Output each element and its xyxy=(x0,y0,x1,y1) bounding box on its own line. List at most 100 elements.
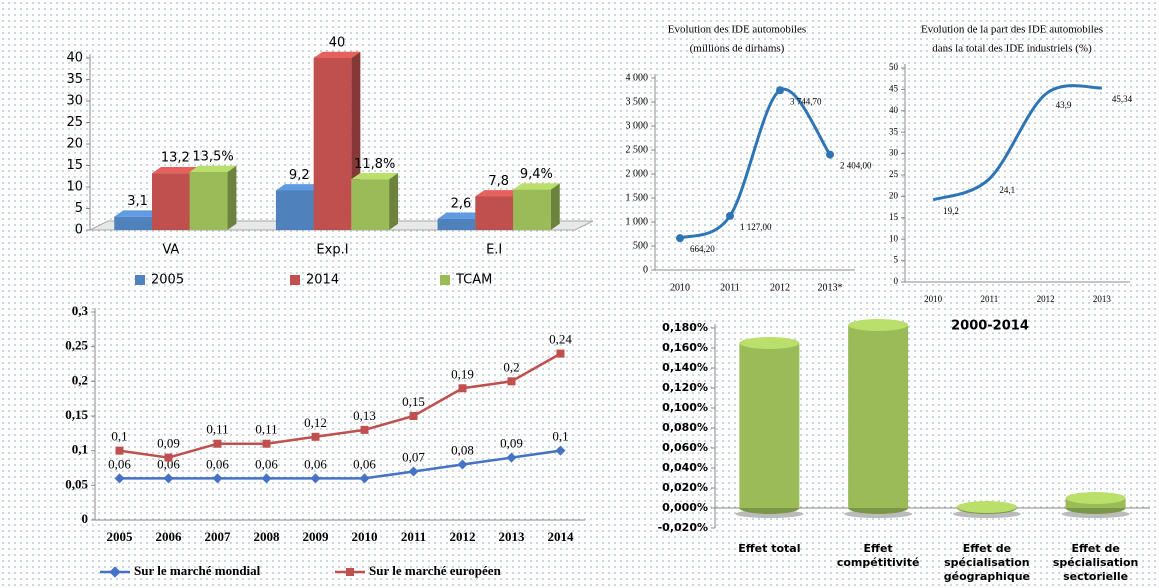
bar-top xyxy=(956,501,1017,513)
y-tick-label: 2 500 xyxy=(626,144,649,155)
chart-subtitle: (millions de dirhams) xyxy=(690,43,785,55)
legend-label: TCAM xyxy=(455,273,492,288)
bar-side xyxy=(389,172,399,230)
x-tick-label: 2011 xyxy=(981,294,999,304)
bar-top xyxy=(189,165,237,172)
bar-top xyxy=(275,184,323,191)
x-tick-label: 2008 xyxy=(254,529,281,544)
legend-marker xyxy=(109,566,121,578)
data-label: 45,34 xyxy=(1112,94,1133,104)
data-label: 19,2 xyxy=(943,206,959,216)
y-tick-label: 0 xyxy=(75,223,83,238)
bar xyxy=(475,196,514,230)
y-tick-label: 0,15 xyxy=(65,407,88,422)
x-tick-label: 2012 xyxy=(1037,294,1055,304)
x-tick-label: 2012 xyxy=(450,529,476,544)
y-tick-label: 5 xyxy=(894,255,899,265)
bar xyxy=(275,190,314,230)
data-label: 0,12 xyxy=(304,415,327,430)
y-tick-label: 15 xyxy=(66,158,83,173)
x-tick-label: Effet compétitivité xyxy=(836,542,920,569)
y-tick-label: 1 500 xyxy=(626,192,649,203)
data-label: 0,06 xyxy=(255,456,278,471)
data-label: 0,07 xyxy=(402,449,425,464)
y-tick-label: -0,020% xyxy=(658,521,708,534)
data-label: 1 127,00 xyxy=(740,222,772,232)
bar xyxy=(437,218,476,230)
bar xyxy=(189,171,228,230)
data-label: 0,06 xyxy=(157,456,180,471)
y-tick-label: 35 xyxy=(889,126,899,136)
data-label: 3,1 xyxy=(127,194,148,209)
bar xyxy=(114,216,152,230)
bar-side xyxy=(227,165,237,230)
marker xyxy=(311,432,320,441)
marker xyxy=(164,453,173,462)
line xyxy=(119,449,561,480)
y-tick-label: 4 000 xyxy=(626,72,649,83)
bar xyxy=(513,189,551,230)
y-tick-label: 0,040% xyxy=(662,461,708,474)
y-tick-label: 3 000 xyxy=(626,120,649,131)
x-tick-label: 2005 xyxy=(107,529,134,544)
marker xyxy=(213,439,222,448)
data-label: 9,4% xyxy=(520,167,553,182)
legend-swatch xyxy=(135,275,145,285)
legend-swatch xyxy=(290,275,300,285)
marker xyxy=(457,459,468,470)
marker xyxy=(507,377,516,386)
chart-title: Evolution de la part des IDE automobiles xyxy=(921,24,1103,36)
bar xyxy=(848,325,909,508)
bar-top xyxy=(351,172,399,180)
y-tick-label: 0 xyxy=(894,276,899,286)
bar-top xyxy=(114,210,161,217)
data-label: 0,09 xyxy=(500,436,523,451)
y-tick-label: 20 xyxy=(66,137,83,152)
marker xyxy=(212,473,223,484)
line xyxy=(679,87,832,240)
y-tick-label: 0,080% xyxy=(662,421,708,434)
y-tick-label: 10 xyxy=(889,233,899,243)
bar-top xyxy=(1065,492,1126,504)
y-tick-label: 45 xyxy=(889,83,899,93)
y-tick-label: 20 xyxy=(889,190,899,200)
data-label: 0,09 xyxy=(157,436,180,451)
data-label: 24,1 xyxy=(999,185,1015,195)
x-tick-label: Exp.I xyxy=(316,243,348,258)
y-tick-label: 50 xyxy=(889,62,899,72)
data-label: 2,6 xyxy=(451,196,472,211)
y-tick-label: 0,160% xyxy=(662,341,708,354)
marker xyxy=(408,466,419,477)
legend-label: Sur le marché mondial xyxy=(134,563,261,578)
y-tick-label: 40 xyxy=(66,51,83,66)
bar-top xyxy=(437,212,485,219)
data-label: 664,20 xyxy=(690,244,715,254)
data-label: 13,2 xyxy=(161,151,190,166)
marker xyxy=(409,412,418,420)
bar-top xyxy=(313,51,361,58)
x-tick-label: 2010 xyxy=(924,294,943,304)
x-tick-label: 2007 xyxy=(205,529,232,544)
y-tick-label: 40 xyxy=(889,105,899,115)
marker xyxy=(310,473,321,484)
marker xyxy=(114,473,125,484)
marker xyxy=(261,473,272,484)
x-tick-label: VA xyxy=(162,243,179,258)
x-tick-label: 2012 xyxy=(770,282,790,293)
y-tick-label: 0,100% xyxy=(662,401,708,414)
y-tick-label: 500 xyxy=(633,240,648,251)
data-label: 0,06 xyxy=(353,456,376,471)
x-tick-label: 2013 xyxy=(1093,294,1112,304)
data-label: 13,5% xyxy=(192,149,233,164)
data-label: 0,08 xyxy=(451,443,474,458)
data-label: 0,06 xyxy=(108,456,131,471)
bar xyxy=(351,179,390,230)
y-tick-label: 0,05 xyxy=(65,476,88,491)
data-label: 0,1 xyxy=(552,429,568,444)
marker xyxy=(555,445,566,456)
data-label: 11,8% xyxy=(354,157,395,172)
x-tick-label: E.I xyxy=(486,243,502,258)
data-label: 40 xyxy=(329,36,346,51)
